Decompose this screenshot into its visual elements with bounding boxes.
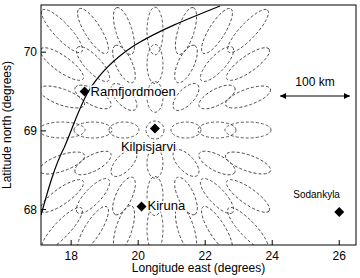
station-label: Ramfjordmoen: [91, 84, 176, 99]
beam-ellipse: [109, 5, 139, 57]
x-tick: [339, 240, 340, 245]
beam-ellipse: [195, 80, 238, 113]
beam-ellipse: [109, 203, 139, 245]
x-axis-label: Longitude east (degrees): [132, 261, 265, 275]
beam-ellipse: [222, 43, 273, 86]
y-axis-label: Latitude north (degrees): [0, 61, 14, 189]
beam-ellipse: [72, 5, 113, 57]
beam-ellipse: [225, 122, 271, 138]
beam-ellipse: [41, 5, 87, 57]
beam-ellipse: [41, 43, 88, 86]
beam-ellipse: [41, 203, 87, 245]
beam-ellipse: [41, 175, 88, 218]
plot-area: [41, 5, 274, 245]
beam-ellipse: [198, 122, 236, 138]
beam-ellipse: [222, 175, 273, 218]
x-tick: [71, 240, 72, 245]
scale-bar: [280, 93, 350, 99]
beam-ellipse: [171, 5, 201, 57]
x-tick-label: 18: [64, 249, 78, 263]
y-tick-label: 70: [24, 45, 38, 59]
beam-ellipse: [223, 81, 273, 112]
beam-ellipse: [196, 174, 239, 218]
beam-ellipse: [72, 42, 115, 86]
station-label: Kiruna: [148, 198, 186, 213]
x-tick-label: 26: [333, 249, 347, 263]
station-marker: [80, 87, 90, 97]
stations: [80, 87, 345, 217]
beam-ellipse: [72, 174, 115, 218]
scale-label: 100 km: [295, 75, 334, 89]
x-tick: [205, 240, 206, 245]
y-tick: [41, 209, 46, 210]
station-label: Kilpisjarvi: [121, 139, 176, 154]
beam-ellipse: [170, 42, 202, 86]
beam-ellipse: [71, 146, 114, 179]
station-marker: [334, 207, 344, 217]
map: 1820222426686970Longitude east (degrees)…: [0, 0, 360, 278]
y-tick-label: 68: [24, 203, 38, 217]
x-tick-label: 24: [266, 249, 280, 263]
x-tick: [138, 240, 139, 245]
beam-ellipse: [196, 42, 239, 86]
beam-ellipse: [171, 122, 201, 138]
beam-ellipse: [74, 122, 112, 138]
x-tick: [272, 240, 273, 245]
beam-ellipse: [41, 147, 87, 178]
beam-ellipse: [108, 174, 140, 218]
beam-ellipse: [223, 203, 274, 245]
frame: [41, 5, 356, 245]
y-tick: [41, 52, 46, 53]
y-tick: [41, 130, 46, 131]
beam-ellipse: [223, 5, 274, 57]
beam-ellipse: [223, 147, 273, 178]
beam-ellipse: [72, 203, 113, 245]
beam-ellipse: [108, 42, 140, 86]
beam-ellipse: [147, 44, 163, 83]
coastline: [41, 6, 220, 215]
beam-ellipse: [196, 203, 237, 245]
station-marker: [137, 201, 147, 211]
beam-ellipse: [195, 146, 238, 179]
beam-ellipse: [109, 122, 139, 138]
y-tick-label: 69: [24, 124, 38, 138]
station-label: Sodankyla: [293, 189, 340, 200]
station-marker: [150, 124, 160, 134]
beam-ellipse: [146, 121, 164, 139]
